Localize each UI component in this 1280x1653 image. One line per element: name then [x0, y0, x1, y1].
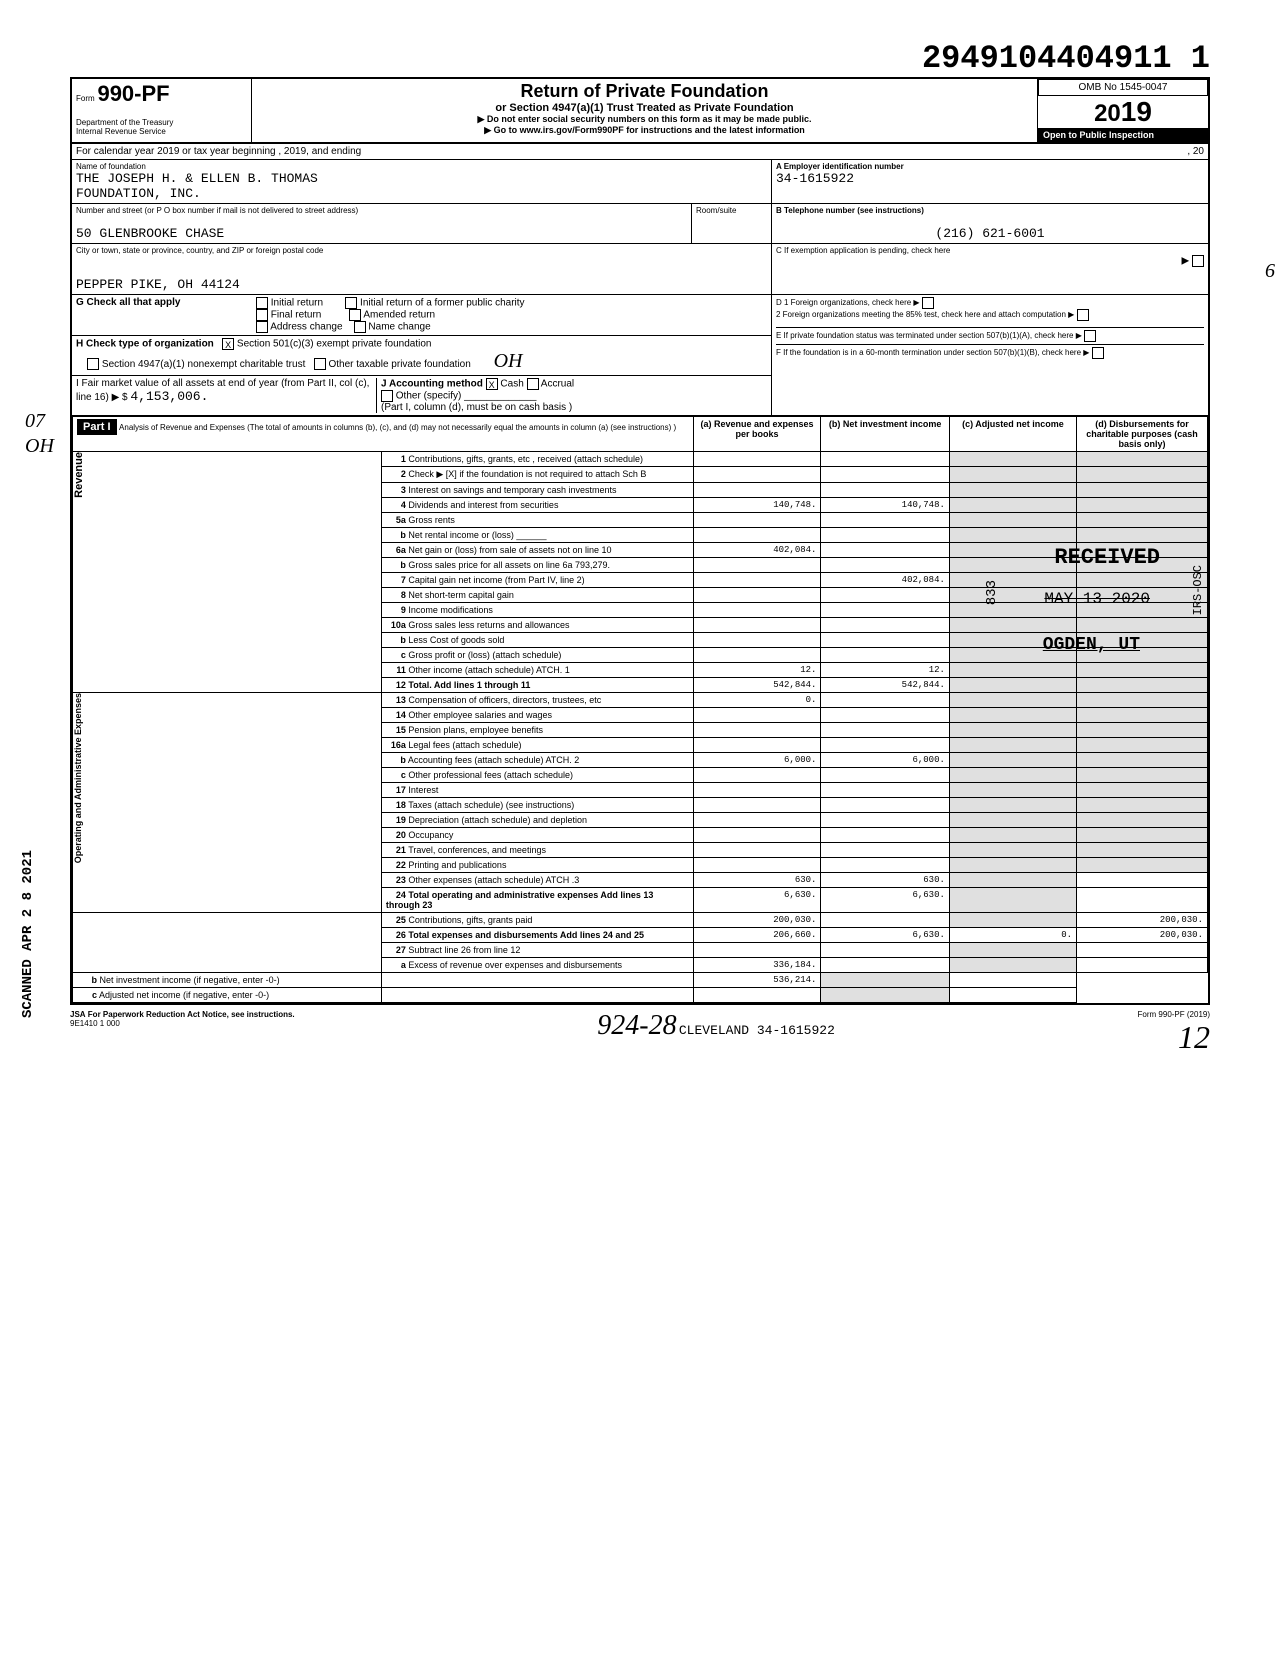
amended-label: Amended return [363, 310, 435, 321]
handwritten-initial: OH [494, 350, 523, 372]
col-d-header: (d) Disbursements for charitable purpose… [1077, 417, 1208, 452]
h-other-label: Other taxable private foundation [328, 359, 470, 370]
j-cash-checkbox[interactable]: X [486, 378, 498, 390]
box-c-label: C If exemption application is pending, c… [776, 246, 1204, 255]
initial-return-checkbox[interactable] [256, 297, 268, 309]
j-accrual-label: Accrual [541, 379, 574, 390]
form-subtitle: or Section 4947(a)(1) Trust Treated as P… [256, 102, 1033, 114]
j-cash-label: Cash [500, 379, 523, 390]
address-change-checkbox[interactable] [256, 321, 268, 333]
j-accrual-checkbox[interactable] [527, 378, 539, 390]
cleveland-label: CLEVELAND 34-1615922 [679, 1023, 835, 1038]
dept-treasury: Department of the Treasury [76, 118, 247, 127]
h-4947-label: Section 4947(a)(1) nonexempt charitable … [102, 359, 305, 370]
g-label: G Check all that apply [76, 297, 256, 333]
jsa-label: JSA [70, 1010, 86, 1019]
form-number: 990-PF [97, 81, 169, 106]
form-title: Return of Private Foundation [256, 81, 1033, 102]
fmv-value: 4,153,006. [130, 389, 208, 404]
h-501c3-label: Section 501(c)(3) exempt private foundat… [237, 339, 432, 350]
date-stamp: MAY 13 2020 [1044, 590, 1150, 608]
initial-former-checkbox[interactable] [345, 297, 357, 309]
city-label: City or town, state or province, country… [76, 246, 767, 255]
box-a-label: A Employer identification number [776, 162, 1204, 171]
box-d2-checkbox[interactable] [1077, 309, 1089, 321]
calendar-ending: , 2019, and ending [278, 146, 361, 157]
year: 19 [1121, 96, 1152, 127]
h-label: H Check type of organization [76, 339, 214, 350]
street-address: 50 GLENBROOKE CHASE [76, 226, 687, 241]
h-4947-checkbox[interactable] [87, 358, 99, 370]
year-prefix: 20 [1094, 100, 1121, 127]
irs-osc-stamp: IRS-OSC [1191, 565, 1205, 615]
amended-checkbox[interactable] [349, 309, 361, 321]
table-row: c Adjusted net income (if negative, ente… [73, 988, 1208, 1003]
handwritten-page: 12 [1178, 1019, 1210, 1055]
scanned-stamp: SCANNED APR 2 8 2021 [20, 850, 36, 1018]
name-change-label: Name change [368, 322, 430, 333]
col-b-header: (b) Net investment income [821, 417, 949, 452]
phone: (216) 621-6001 [776, 226, 1204, 241]
initial-former-label: Initial return of a former public charit… [360, 298, 525, 309]
box-d2-label: 2 Foreign organizations meeting the 85% … [776, 310, 1066, 319]
inspection-box: Open to Public Inspection [1038, 128, 1208, 142]
header-number: 2949104404911 1 [70, 40, 1210, 77]
box-e-checkbox[interactable] [1084, 330, 1096, 342]
room-label: Room/suite [696, 206, 767, 215]
ein: 34-1615922 [776, 171, 1204, 186]
foundation-name-2: FOUNDATION, INC. [76, 186, 767, 201]
box-f-checkbox[interactable] [1092, 347, 1104, 359]
box-e-label: E If private foundation status was termi… [776, 331, 1073, 340]
handwritten-bottom: 924-28 [597, 1010, 676, 1041]
final-return-label: Final return [271, 310, 322, 321]
omb-number: OMB No 1545-0047 [1038, 79, 1208, 96]
city-state-zip: PEPPER PIKE, OH 44124 [76, 277, 767, 292]
j-other-checkbox[interactable] [381, 390, 393, 402]
form-ref: Form 990-PF (2019) [1138, 1010, 1210, 1019]
j-note: (Part I, column (d), must be on cash bas… [381, 402, 572, 413]
table-row: Operating and Administrative Expenses13 … [73, 693, 1208, 708]
table-row: b Net investment income (if negative, en… [73, 973, 1208, 988]
calendar-year-label: For calendar year 2019 or tax year begin… [76, 146, 276, 157]
form-prefix: Form [76, 94, 95, 103]
col-c-header: (c) Adjusted net income [949, 417, 1076, 452]
foundation-name: THE JOSEPH H. & ELLEN B. THOMAS [76, 171, 767, 186]
footer-code: 9E1410 1 000 [70, 1019, 120, 1028]
box-d1-label: D 1 Foreign organizations, check here [776, 298, 911, 307]
box-d1-checkbox[interactable] [922, 297, 934, 309]
paperwork-notice: For Paperwork Reduction Act Notice, see … [88, 1010, 295, 1019]
address-change-label: Address change [270, 322, 342, 333]
part1-header: Part I [77, 419, 117, 435]
name-change-checkbox[interactable] [354, 321, 366, 333]
table-row: Revenue1 Contributions, gifts, grants, e… [73, 452, 1208, 467]
j-label: J Accounting method [381, 379, 483, 390]
ogden-stamp: OGDEN, UT [1043, 635, 1140, 655]
h-other-checkbox[interactable] [314, 358, 326, 370]
handwritten-margin-1: 07 [25, 410, 45, 433]
h-501c3-checkbox[interactable]: X [222, 338, 234, 350]
box-c-checkbox[interactable] [1192, 255, 1204, 267]
table-row: 25 Contributions, gifts, grants paid200,… [73, 913, 1208, 928]
col-a-header: (a) Revenue and expenses per books [693, 417, 821, 452]
i-label: I Fair market value of all assets at end… [76, 378, 369, 403]
box-b-label: B Telephone number (see instructions) [776, 206, 1204, 215]
initial-return-label: Initial return [271, 298, 323, 309]
final-return-checkbox[interactable] [256, 309, 268, 321]
j-other-label: Other (specify) [396, 391, 462, 402]
instruction-2: ▶ Go to www.irs.gov/Form990PF for instru… [256, 125, 1033, 136]
num833-stamp: 833 [984, 580, 1000, 605]
handwritten-margin-3: 6 [1265, 260, 1275, 283]
dept-irs: Internal Revenue Service [76, 127, 247, 136]
part1-title: Analysis of Revenue and Expenses (The to… [119, 423, 676, 432]
instruction-1: ▶ Do not enter social security numbers o… [256, 114, 1033, 125]
name-label: Name of foundation [76, 162, 767, 171]
address-label: Number and street (or P O box number if … [76, 206, 687, 215]
part1-table: Part I Analysis of Revenue and Expenses … [72, 416, 1208, 1003]
calendar-suffix: , 20 [1187, 146, 1204, 157]
box-f-label: F If the foundation is in a 60-month ter… [776, 348, 1081, 357]
received-stamp: RECEIVED [1054, 545, 1160, 570]
handwritten-margin-2: OH [25, 435, 54, 458]
